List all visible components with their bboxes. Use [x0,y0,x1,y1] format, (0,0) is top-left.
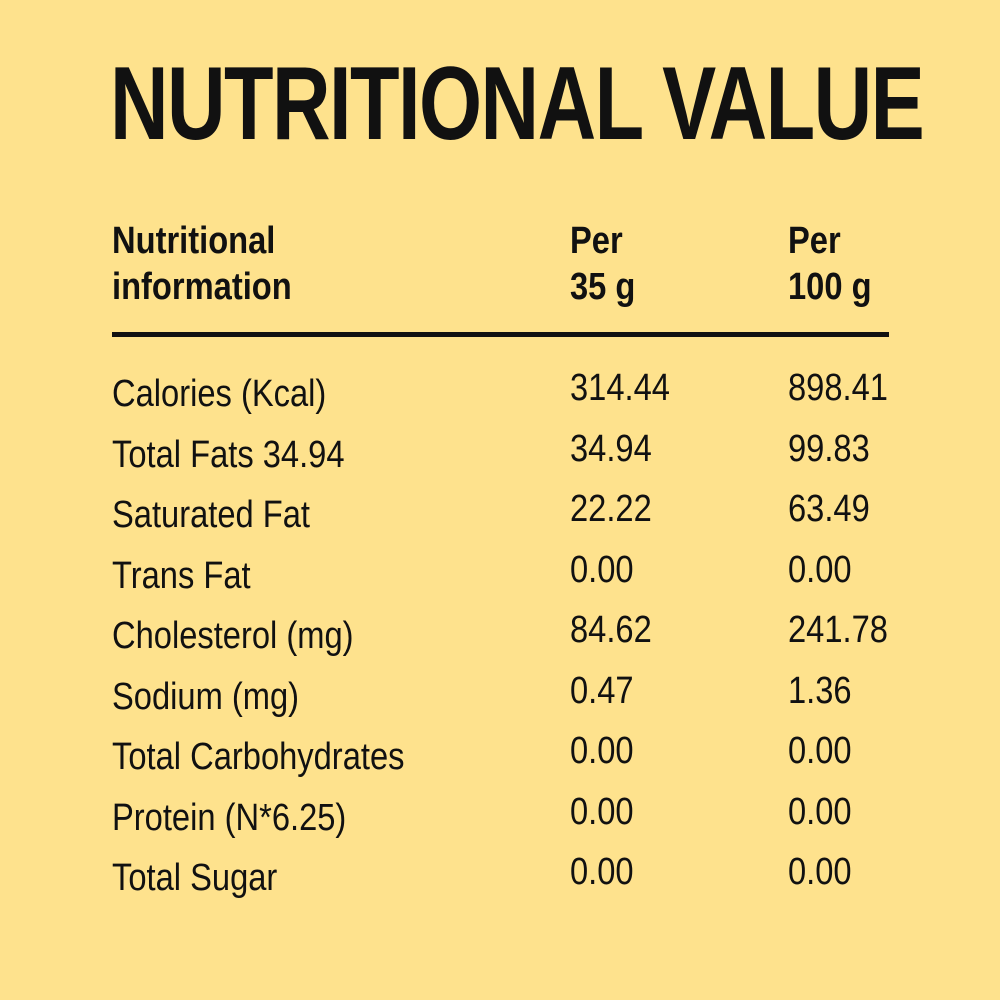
nutrient-name: Total Carbohydrates [112,736,405,778]
value-per-35g: 34.94 [570,427,652,470]
value-per-100g: 99.83 [788,427,870,470]
value-per-35g: 22.22 [570,488,652,530]
nutrient-name: Calories (Kcal) [112,373,327,415]
column-header-per-35g-line2: 35 g [570,266,636,308]
table-row: Total Sugar 0.00 0.00 [0,849,1000,910]
value-per-100g: 0.00 [788,548,852,591]
nutrient-name: Total Sugar [112,857,278,899]
value-per-100g: 898.41 [788,367,888,409]
nutrient-name: Sodium (mg) [112,675,300,718]
column-header-per-35g-line1: Per [570,220,623,262]
value-per-35g: 0.00 [570,548,634,591]
table-row: Sodium (mg) 0.47 1.36 [0,668,1000,729]
value-per-35g: 0.00 [570,730,634,772]
page-title: NUTRITIONAL VALUE [110,46,925,162]
nutrition-table: Calories (Kcal) 314.44 898.41 Total Fats… [0,365,1000,910]
column-header-per-35g: Per 35 g [570,218,635,310]
column-header-nutrient: Nutritional information [112,218,292,310]
table-row: Calories (Kcal) 314.44 898.41 [0,365,1000,426]
value-per-100g: 0.00 [788,790,852,833]
column-header-nutrient-line1: Nutritional [112,220,276,262]
value-per-35g: 0.47 [570,669,634,712]
value-per-100g: 1.36 [788,669,852,712]
header-divider [112,332,889,337]
column-header-per-100g-line1: Per [788,220,841,262]
value-per-35g: 84.62 [570,609,652,651]
table-row: Total Carbohydrates 0.00 0.00 [0,728,1000,789]
nutrient-name: Trans Fat [112,554,251,597]
column-header-per-100g-line2: 100 g [788,266,872,308]
table-row: Saturated Fat 22.22 63.49 [0,486,1000,547]
value-per-35g: 314.44 [570,367,670,409]
table-row: Cholesterol (mg) 84.62 241.78 [0,607,1000,668]
value-per-35g: 0.00 [570,851,634,893]
value-per-100g: 0.00 [788,851,852,893]
value-per-100g: 0.00 [788,730,852,772]
table-row: Total Fats 34.94 34.94 99.83 [0,426,1000,487]
table-row: Trans Fat 0.00 0.00 [0,547,1000,608]
value-per-100g: 241.78 [788,609,888,651]
nutrient-name: Cholesterol (mg) [112,615,354,657]
table-row: Protein (N*6.25) 0.00 0.00 [0,789,1000,850]
value-per-35g: 0.00 [570,790,634,833]
column-header-nutrient-line2: information [112,266,292,308]
column-header-per-100g: Per 100 g [788,218,872,310]
nutrient-name: Saturated Fat [112,494,311,536]
nutrient-name: Total Fats 34.94 [112,433,345,476]
nutrient-name: Protein (N*6.25) [112,796,347,839]
value-per-100g: 63.49 [788,488,870,530]
